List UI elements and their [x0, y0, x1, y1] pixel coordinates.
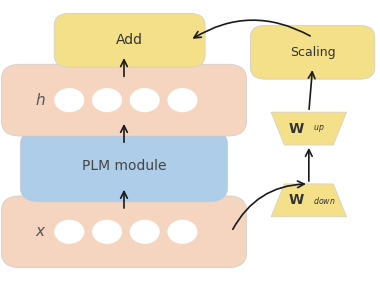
Text: $\mathbf{W}$: $\mathbf{W}$ — [288, 193, 305, 207]
FancyBboxPatch shape — [54, 13, 205, 67]
Circle shape — [168, 220, 197, 243]
Circle shape — [130, 89, 159, 111]
Text: x: x — [35, 224, 44, 239]
Circle shape — [55, 89, 84, 111]
Text: $_{down}$: $_{down}$ — [313, 196, 335, 208]
Text: h: h — [35, 93, 45, 108]
Polygon shape — [271, 184, 347, 217]
Circle shape — [168, 89, 197, 111]
Circle shape — [130, 220, 159, 243]
Text: $\mathbf{W}$: $\mathbf{W}$ — [288, 122, 305, 136]
Circle shape — [93, 89, 121, 111]
Text: $_{up}$: $_{up}$ — [313, 124, 324, 136]
Text: PLM module: PLM module — [82, 159, 166, 173]
Text: Scaling: Scaling — [290, 46, 336, 59]
FancyBboxPatch shape — [2, 64, 247, 136]
Polygon shape — [271, 112, 347, 145]
FancyBboxPatch shape — [20, 130, 228, 202]
Circle shape — [55, 220, 84, 243]
Circle shape — [93, 220, 121, 243]
FancyBboxPatch shape — [250, 25, 375, 79]
FancyBboxPatch shape — [2, 196, 247, 268]
Text: Add: Add — [116, 33, 143, 47]
